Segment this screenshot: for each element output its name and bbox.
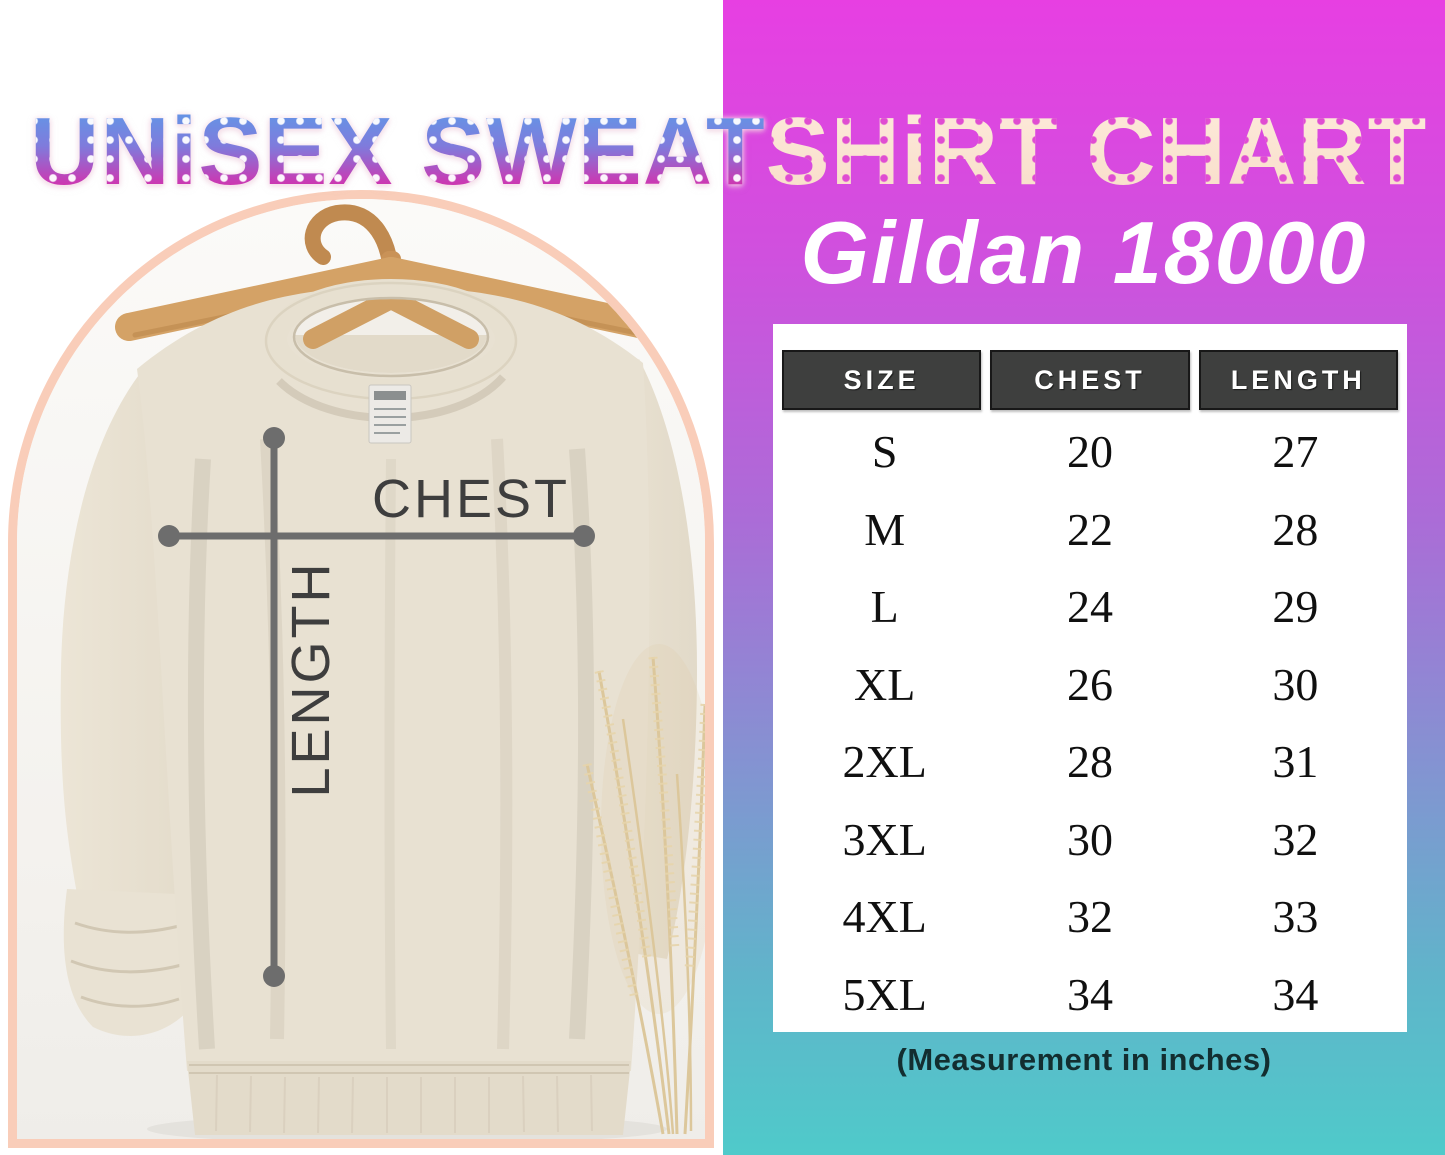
table-cell: 24 bbox=[1066, 581, 1113, 633]
page-title-left: UNiSEX SWEAT bbox=[30, 98, 766, 206]
page-title-right: SHiRT CHART bbox=[765, 98, 1428, 206]
neck-label bbox=[368, 384, 412, 444]
column-header-size: SIZE bbox=[782, 350, 982, 410]
column-header-length: LENGTH bbox=[1198, 350, 1398, 410]
table-cell: M bbox=[864, 503, 906, 555]
measurement-overlay: CHEST LENGTH bbox=[158, 427, 595, 987]
length-line-top-dot bbox=[263, 427, 285, 449]
hanger-through-neck bbox=[303, 297, 479, 349]
table-cell: 22 bbox=[1066, 503, 1113, 555]
table-cell: 28 bbox=[1066, 736, 1113, 788]
table-cell: 27 bbox=[1272, 426, 1319, 478]
table-cell: 20 bbox=[1066, 426, 1113, 478]
chest-line-right-dot bbox=[573, 525, 595, 547]
table-cell: 34 bbox=[1066, 968, 1113, 1020]
table-cell: 29 bbox=[1272, 581, 1319, 633]
sweatshirt bbox=[60, 279, 697, 1135]
table-cell: 32 bbox=[1066, 891, 1113, 943]
page-title: UNiSEX SWEATSHiRT CHART bbox=[30, 98, 1428, 206]
measurement-note: (Measurement in inches) bbox=[896, 1042, 1272, 1077]
table-cell: 2XL bbox=[842, 736, 927, 788]
photo-arch-frame: CHEST LENGTH bbox=[8, 190, 714, 1148]
table-cell: S bbox=[871, 426, 898, 478]
table-cell: 30 bbox=[1066, 813, 1113, 865]
length-line-bottom-dot bbox=[263, 965, 285, 987]
table-cell: 5XL bbox=[842, 968, 927, 1020]
wooden-hanger-icon bbox=[115, 204, 667, 341]
sweatshirt-photo: CHEST LENGTH bbox=[17, 199, 705, 1139]
column-header-chest: CHEST bbox=[990, 350, 1190, 410]
chest-label: CHEST bbox=[372, 469, 570, 529]
size-table-header: SIZE CHEST LENGTH bbox=[782, 350, 1398, 410]
table-cell: 4XL bbox=[842, 891, 927, 943]
chest-line-left-dot bbox=[158, 525, 180, 547]
size-table-body: S 20 27 M 22 28 L 24 29 XL 26 30 2XL 28 31 3XL 30 32 4XL 32… bbox=[782, 413, 1398, 1033]
table-cell: L bbox=[870, 581, 899, 633]
table-cell: 33 bbox=[1272, 891, 1319, 943]
table-cell: 30 bbox=[1272, 658, 1319, 710]
table-cell: 34 bbox=[1272, 968, 1319, 1020]
brand-model-title: Gildan 18000 bbox=[800, 203, 1368, 302]
table-cell: 28 bbox=[1272, 503, 1319, 555]
length-label: LENGTH bbox=[281, 560, 341, 797]
table-cell: 3XL bbox=[842, 813, 927, 865]
pampas-grass bbox=[582, 644, 705, 1135]
table-cell: 31 bbox=[1272, 736, 1319, 788]
size-table: SIZE CHEST LENGTH S 20 27 M 22 28 L 24 29 XL 26 30 2… bbox=[773, 324, 1407, 1032]
table-cell: 26 bbox=[1066, 658, 1113, 710]
table-cell: 32 bbox=[1272, 813, 1319, 865]
table-cell: XL bbox=[854, 658, 916, 710]
